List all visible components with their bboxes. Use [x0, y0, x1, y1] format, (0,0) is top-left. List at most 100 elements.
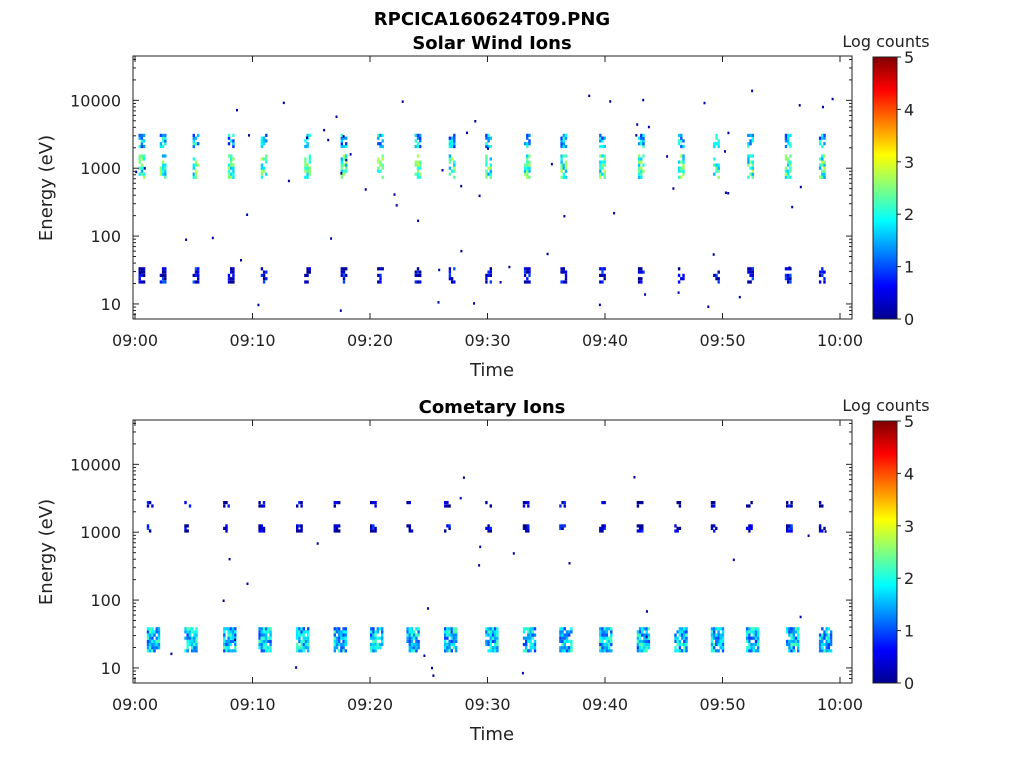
colorbar	[872, 56, 898, 320]
spectrogram-cell	[489, 136, 492, 140]
spectrogram-cell	[678, 642, 682, 647]
spectrogram-cell	[792, 633, 795, 637]
spectrogram-cell	[685, 627, 688, 631]
spectrogram-cell	[307, 627, 310, 631]
y-tick-label: 1000	[80, 159, 121, 178]
spectrogram-cell	[603, 649, 606, 653]
x-tick-label: 10:00	[817, 695, 863, 714]
spectrogram-cell	[395, 204, 398, 207]
spectrogram-cell	[417, 642, 420, 647]
spectrogram-cell	[339, 309, 342, 312]
spectrogram-cell	[715, 627, 718, 631]
spectrogram-cell	[789, 133, 792, 137]
spectrogram-cell	[710, 630, 714, 634]
spectrogram-cell	[164, 136, 167, 140]
spectrogram-cell	[752, 642, 755, 647]
spectrogram-cell	[377, 133, 380, 137]
spectrogram-cell	[601, 636, 604, 640]
spectrogram-cell	[713, 504, 716, 508]
spectrogram-cell	[240, 259, 242, 262]
spectrogram-cell	[229, 633, 233, 637]
spectrogram-cell	[642, 142, 645, 146]
spectrogram-cell	[194, 267, 198, 271]
spectrogram-cell	[379, 163, 382, 167]
spectrogram-cell	[562, 267, 565, 271]
spectrogram-cell	[140, 280, 144, 284]
spectrogram-cell	[563, 636, 566, 640]
spectrogram-cell	[559, 526, 562, 530]
spectrogram-cell	[444, 649, 447, 653]
spectrogram-cell	[525, 646, 528, 650]
spectrogram-cell	[645, 630, 648, 634]
spectrogram-cell	[186, 627, 189, 631]
spectrogram-cell	[603, 642, 606, 647]
spectrogram-cell	[570, 630, 573, 634]
spectrogram-cell	[146, 524, 150, 528]
spectrogram-cell	[296, 636, 299, 640]
spectrogram-cell	[823, 175, 826, 179]
spectrogram-cell	[408, 642, 411, 647]
spectrogram-cell	[748, 636, 751, 640]
spectrogram-cell	[450, 633, 453, 637]
spectrogram-cell	[413, 633, 416, 637]
spectrogram-cell	[564, 270, 568, 274]
x-tick-label: 09:10	[229, 695, 275, 714]
spectrogram-cell	[410, 529, 414, 533]
spectrogram-cell	[751, 139, 754, 143]
spectrogram-cell	[792, 639, 795, 643]
spectrogram-cell	[450, 642, 453, 647]
spectrogram-cell	[491, 649, 495, 653]
spectrogram-cell	[227, 136, 231, 140]
spectrogram-cell	[335, 636, 339, 640]
spectrogram-cell	[485, 142, 488, 146]
spectrogram-cell	[155, 636, 158, 640]
spectrogram-cell	[408, 501, 411, 505]
spectrogram-cell	[645, 627, 648, 631]
spectrogram-cell	[306, 163, 309, 167]
spectrogram-cell	[531, 633, 534, 637]
spectrogram-cell	[528, 163, 531, 167]
spectrogram-cell	[450, 169, 454, 173]
spectrogram-cell	[599, 642, 602, 647]
spectrogram-cell	[453, 136, 456, 140]
spectrogram-cell	[818, 273, 822, 277]
spectrogram-cell	[603, 636, 606, 640]
spectrogram-cell	[678, 501, 682, 505]
spectrogram-cell	[682, 172, 685, 176]
spectrogram-cell	[713, 273, 716, 277]
spectrogram-cell	[262, 646, 266, 650]
spectrogram-cell	[448, 139, 452, 143]
spectrogram-cell	[184, 501, 187, 505]
spectrogram-cell	[525, 642, 528, 647]
spectrogram-cell	[374, 501, 377, 505]
spectrogram-cell	[333, 646, 336, 650]
spectrogram-cell	[485, 157, 488, 161]
spectrogram-cell	[570, 649, 573, 653]
spectrogram-cell	[528, 273, 531, 277]
spectrogram-cell	[142, 280, 146, 284]
spectrogram-cell	[184, 524, 187, 528]
spectrogram-cell	[599, 633, 602, 637]
spectrogram-cell	[605, 639, 609, 643]
spectrogram-cell	[298, 627, 301, 631]
spectrogram-cell	[304, 139, 307, 143]
spectrogram-cell	[821, 267, 824, 271]
spectrogram-cell	[713, 636, 716, 640]
spectrogram-cell	[717, 277, 720, 281]
spectrogram-cell	[227, 636, 230, 640]
spectrogram-cell	[560, 166, 563, 170]
colorbar	[872, 420, 898, 684]
spectrogram-cell	[751, 270, 754, 274]
spectrogram-cell	[715, 273, 718, 277]
spectrogram-cell	[414, 160, 417, 164]
spectrogram-cell	[713, 524, 716, 528]
spectrogram-cell	[788, 627, 791, 631]
spectrogram-cell	[416, 166, 420, 170]
x-tick-label: 09:20	[347, 331, 393, 350]
spectrogram-cell	[561, 627, 564, 631]
spectrogram-cell	[234, 630, 237, 634]
spectrogram-cell	[265, 649, 268, 653]
spectrogram-cell	[821, 169, 824, 173]
spectrogram-cell	[491, 627, 495, 631]
spectrogram-cell	[381, 627, 384, 631]
